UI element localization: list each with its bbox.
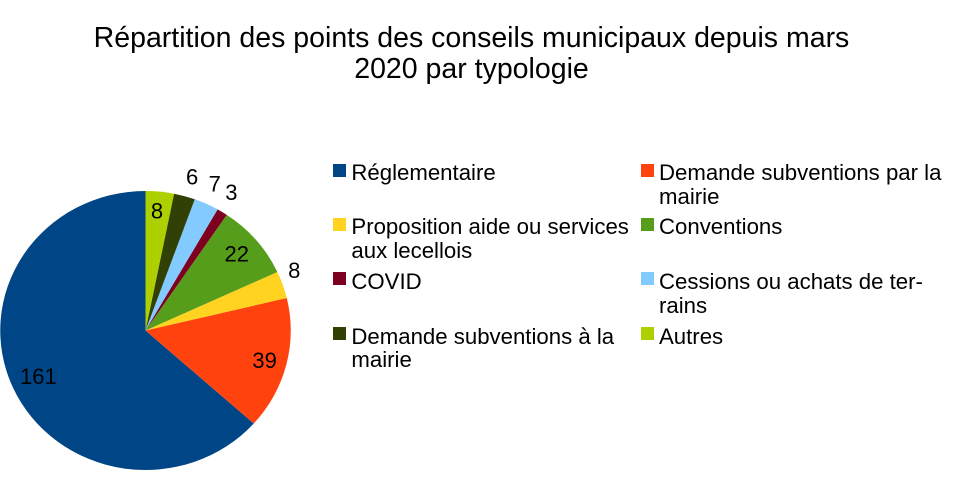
svg-text:8: 8 bbox=[151, 198, 163, 223]
svg-text:39: 39 bbox=[252, 348, 276, 373]
svg-text:7: 7 bbox=[209, 172, 221, 197]
svg-text:22: 22 bbox=[224, 242, 248, 267]
svg-text:8: 8 bbox=[288, 258, 300, 283]
svg-text:3: 3 bbox=[225, 180, 237, 205]
svg-text:6: 6 bbox=[186, 164, 198, 189]
svg-text:161: 161 bbox=[20, 364, 57, 389]
